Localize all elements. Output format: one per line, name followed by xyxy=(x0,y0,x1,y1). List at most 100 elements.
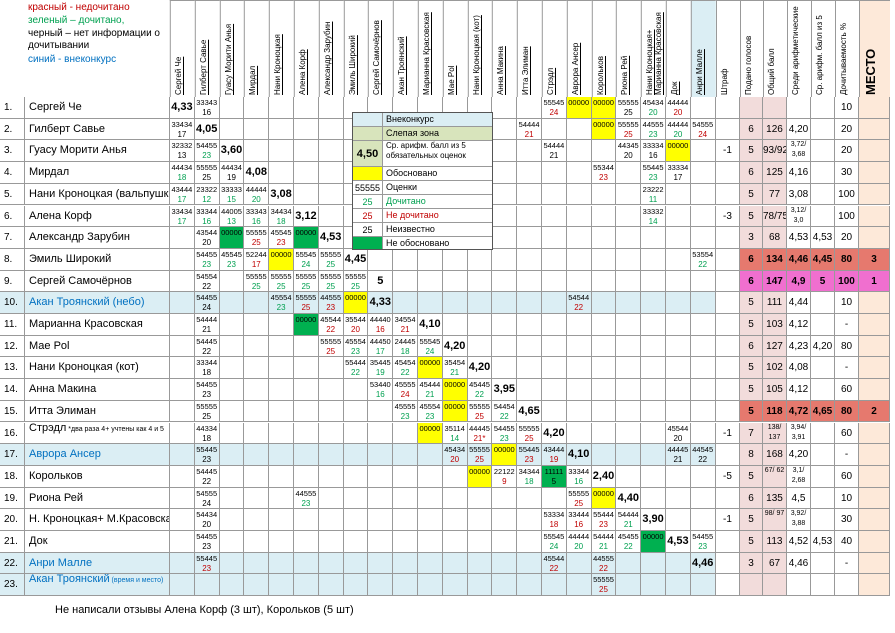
legend-text: Обосновано xyxy=(383,167,492,181)
grade-cell: 54454 22 xyxy=(492,400,518,423)
grade-cell: 44445 21* xyxy=(467,422,493,445)
grade-cell xyxy=(170,487,195,510)
grade-total: 21 xyxy=(202,325,212,334)
summary-cell: 6 xyxy=(740,162,763,184)
grade-total: 23 xyxy=(276,303,286,313)
grade-cell xyxy=(294,422,319,445)
summary-cell: 5 xyxy=(740,183,763,206)
grade-scores: 45454 xyxy=(394,358,416,368)
row-number: 18. xyxy=(0,465,25,488)
grade-scores: 54455 xyxy=(493,423,515,433)
row-name: Марианна Красовская xyxy=(25,314,170,336)
legend-swatch: 55555 xyxy=(353,181,383,195)
summary-cell xyxy=(811,292,835,314)
grade-cell: 55555 25 xyxy=(318,335,344,358)
grade-total: 20 xyxy=(251,194,261,204)
grade-total: 22 xyxy=(475,390,484,400)
grade-total: 21 xyxy=(623,520,633,530)
grade-cell xyxy=(616,292,642,314)
grade-cell xyxy=(542,357,567,380)
summary-cell xyxy=(811,162,835,184)
grade-scores: 54444 xyxy=(593,532,614,541)
grade-cell: 54544 22 xyxy=(566,292,592,314)
summary-cell: 135 xyxy=(763,487,787,510)
grade-scores: 55555 xyxy=(245,228,267,238)
grade-cell xyxy=(492,509,518,531)
grade-cell xyxy=(616,357,642,380)
summary-cell xyxy=(859,465,890,488)
summary-cell: 60 xyxy=(835,465,859,488)
grade-total: 22 xyxy=(326,325,336,334)
grade-cell: 55444 23 xyxy=(591,509,617,531)
grade-total: 24 xyxy=(549,108,559,117)
grade-scores: 43444 xyxy=(171,184,193,194)
grade-cell xyxy=(170,465,195,488)
grade-cell xyxy=(492,552,518,575)
summary-cell: 67/ 62 xyxy=(763,465,787,488)
grade-cell: 11111 5 xyxy=(542,465,567,488)
summary-cell: 111 xyxy=(763,292,787,314)
grade-cell xyxy=(542,400,567,423)
grade-total: 23 xyxy=(698,542,708,551)
grade-cell xyxy=(269,357,294,380)
grade-total: 23 xyxy=(202,563,212,573)
grade-scores: 23322 xyxy=(196,184,218,194)
grade-scores: 55555 xyxy=(320,336,342,346)
row-number: 6. xyxy=(0,205,25,228)
grade-scores: 55555 xyxy=(617,98,639,107)
grade-cell: 00000 xyxy=(294,314,319,336)
summary-cell xyxy=(811,487,835,510)
grade-cell: 00000 xyxy=(442,379,468,401)
grade-cell: 3,08 xyxy=(269,183,294,206)
grade-cell xyxy=(566,379,592,401)
grade-total: 25 xyxy=(351,281,360,291)
row-name: Н. Кроноцкая+ М.Красовская xyxy=(25,509,170,531)
grade-scores: 53334 xyxy=(543,510,565,520)
note: черный – нет информации о дочитывании xyxy=(28,28,160,51)
grade-total: 22 xyxy=(599,563,608,573)
grade-cell xyxy=(467,270,493,293)
grade-total: 23 xyxy=(599,173,608,183)
grade-cell xyxy=(269,509,294,531)
grade-cell xyxy=(492,335,518,358)
grade-cell xyxy=(666,552,691,575)
grade-cell: 55555 25 xyxy=(194,400,220,423)
grade-cell xyxy=(219,335,245,358)
grade-scores: 33344 xyxy=(196,206,218,216)
summary-cell: -1 xyxy=(716,509,740,531)
grade-cell xyxy=(616,183,642,206)
grade-scores: 33334 xyxy=(642,141,664,151)
grade-scores: 55555 xyxy=(469,445,490,455)
grade-cell: 54455 23 xyxy=(492,422,518,445)
grade-total: 16 xyxy=(375,390,385,400)
row-name: Мирдал xyxy=(25,162,170,184)
grade-cell xyxy=(616,574,642,597)
summary-cell: 2 xyxy=(859,400,890,423)
summary-cell: 4,46 xyxy=(787,248,811,271)
grade-cell: 4,08 xyxy=(244,162,270,184)
grade-scores: 33434 xyxy=(171,119,193,129)
grade-cell xyxy=(170,422,195,445)
row-number: 16. xyxy=(0,422,25,445)
grade-scores: 33434 xyxy=(171,206,193,216)
grade-scores: 53440 xyxy=(369,380,391,390)
row-number: 1. xyxy=(0,97,25,119)
grade-cell: 54555 24 xyxy=(194,487,220,510)
grade-cell xyxy=(269,574,294,597)
grade-cell: 44444 20 xyxy=(566,531,592,553)
grade-total: 23 xyxy=(301,498,311,508)
summary-cell xyxy=(811,422,835,445)
grade-cell xyxy=(418,552,443,575)
grade-scores: 55445 xyxy=(196,445,218,455)
grade-cell xyxy=(517,379,542,401)
grade-cell: 55555 25 xyxy=(294,270,319,293)
grade-total: 22 xyxy=(623,542,633,551)
grade-total: 20 xyxy=(673,108,683,117)
summary-cell: 5 xyxy=(740,400,763,423)
grade-cell xyxy=(318,509,344,531)
column-header: Нани Кроноцкая (кот) xyxy=(467,0,493,97)
grade-cell xyxy=(170,574,195,597)
grade-total: 17 xyxy=(177,216,187,226)
row-name: Корольков xyxy=(25,465,170,488)
row-name: Алена Корф xyxy=(25,205,170,228)
